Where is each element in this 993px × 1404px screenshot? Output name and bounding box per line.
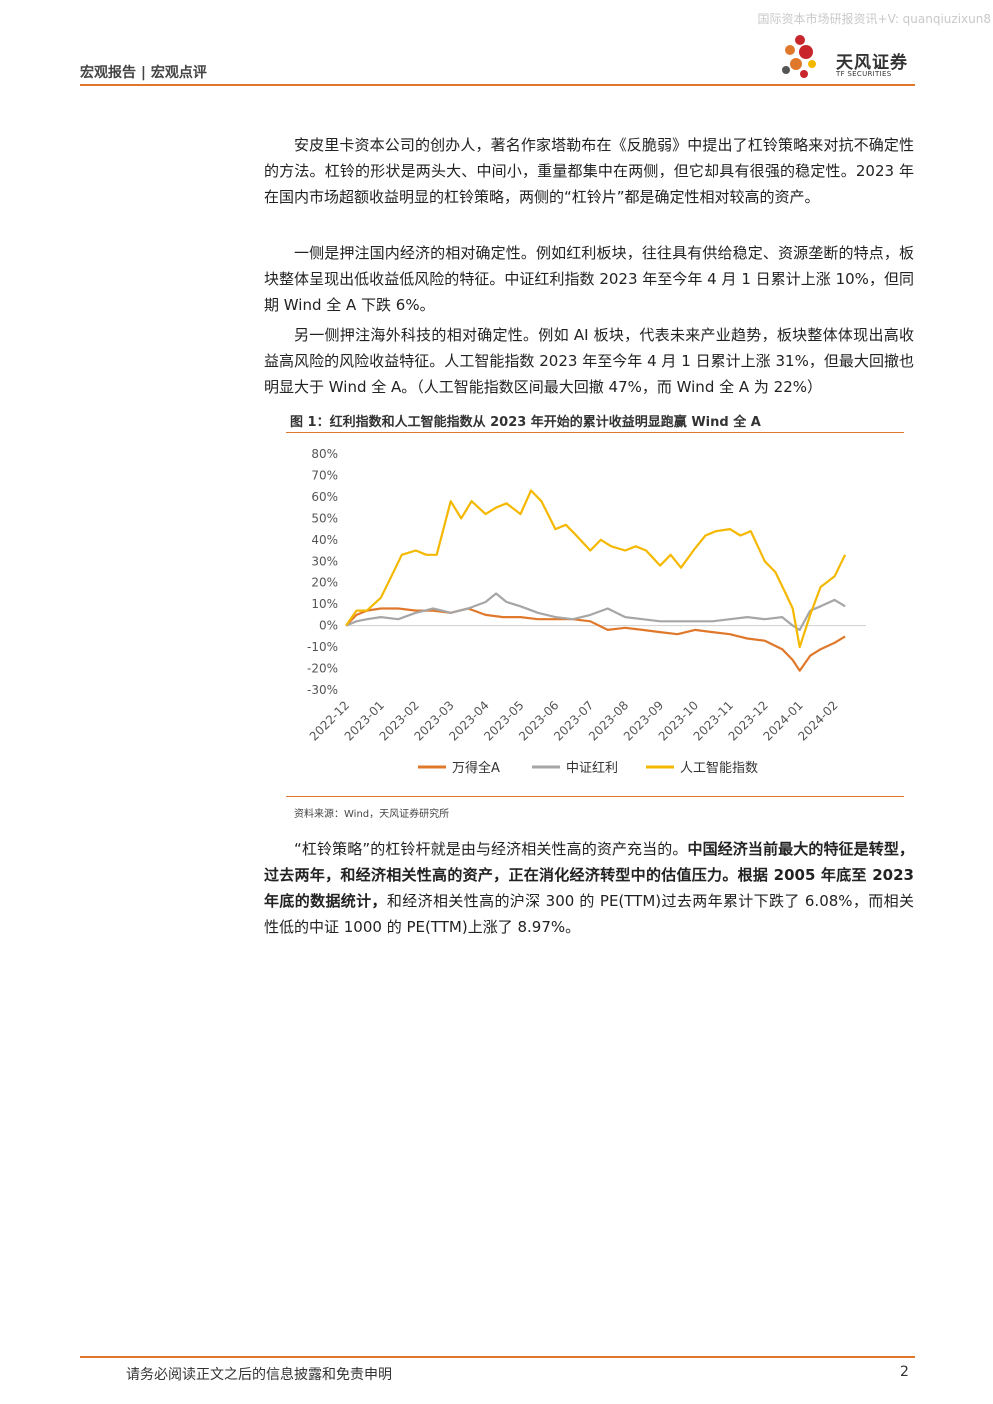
p4-text-a: “杠铃策略”的杠铃杆就是由与经济相关性高的资产充当的。: [294, 840, 688, 858]
page-number: 2: [900, 1364, 909, 1380]
footer-disclaimer: 请务必阅读正文之后的信息披露和免责申明: [126, 1367, 392, 1383]
y-tick-label: 80%: [311, 447, 338, 461]
y-tick-label: -30%: [307, 683, 338, 697]
figure-caption: 图 1：红利指数和人工智能指数从 2023 年开始的累计收益明显跑赢 Wind …: [290, 415, 761, 430]
paragraph-overseas-tech: 另一侧押注海外科技的相对确定性。例如 AI 板块，代表未来产业趋势，板块整体体现…: [264, 326, 914, 396]
y-tick-label: 0%: [319, 619, 338, 633]
y-tick-label: 30%: [311, 554, 338, 568]
report-category: 宏观报告 | 宏观点评: [80, 65, 207, 81]
y-tick-label: 50%: [311, 511, 338, 525]
p4-text-bold: 中国经济当前最大的特征是转型，过去两年，和经济相关性高的资产，正在消化经济转型中…: [264, 840, 914, 910]
paragraph-barbell-bar: “杠铃策略”的杠铃杆就是由与经济相关性高的资产充当的。中国经济当前最大的特征是转…: [264, 836, 914, 940]
figure-source: 资料来源：Wind，天风证券研究所: [294, 809, 450, 820]
watermark: 国际资本市场研报资讯+V: quanqiuzixun8: [757, 12, 991, 26]
paragraph-barbell-intro: 安皮里卡资本公司的创办人，著名作家塔勒布在《反脆弱》中提出了杠铃策略来对抗不确定…: [264, 136, 914, 206]
legend-label: 中证红利: [566, 760, 618, 776]
series-line-人工智能指数: [345, 489, 847, 649]
cumulative-return-chart: 80%70%60%50%40%30%20%10%0%-10%-20%-30%20…: [307, 447, 866, 776]
footer-divider: [80, 1356, 915, 1358]
legend-label: 人工智能指数: [680, 761, 758, 776]
header-divider: [80, 84, 915, 86]
p4-text-b: 和经济相关性高的沪深 300 的 PE(TTM)过去两年累计下跌了 6.08%，…: [264, 892, 914, 936]
figure-top-rule: [286, 432, 904, 433]
legend-label: 万得全A: [452, 760, 500, 776]
y-tick-label: -20%: [307, 662, 338, 676]
y-tick-label: 20%: [311, 576, 338, 590]
y-tick-label: 70%: [311, 468, 338, 482]
y-tick-label: 60%: [311, 490, 338, 504]
logo-subtext: TF SECURITIES: [836, 70, 892, 78]
y-tick-label: 10%: [311, 597, 338, 611]
logo-text: 天风证券: [836, 53, 908, 73]
tf-securities-logo-icon: [782, 35, 816, 78]
figure-bottom-rule: [286, 796, 904, 797]
y-tick-label: -10%: [307, 640, 338, 654]
paragraph-domestic-certainty: 一侧是押注国内经济的相对确定性。例如红利板块，往往具有供给稳定、资源垄断的特点，…: [264, 244, 914, 314]
y-tick-label: 40%: [311, 533, 338, 547]
series-line-中证红利: [345, 592, 846, 631]
